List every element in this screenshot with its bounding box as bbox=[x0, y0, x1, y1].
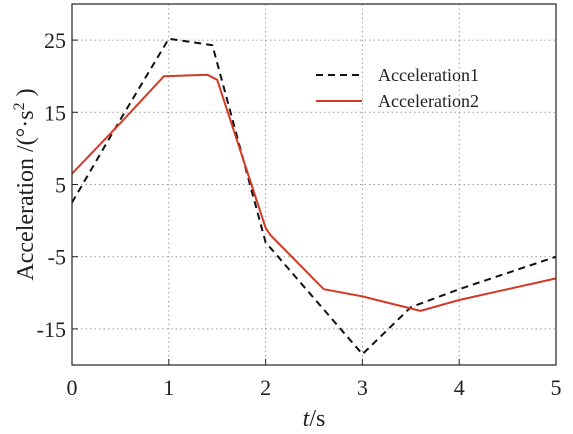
legend-label-1: Acceleration1 bbox=[378, 65, 479, 85]
x-axis-title: t/s bbox=[303, 406, 326, 432]
grid bbox=[72, 4, 556, 365]
y-axis-title: Acceleration /(°·s2 ) bbox=[11, 88, 39, 280]
y-tick-label: -5 bbox=[48, 245, 66, 270]
y-tick-label: 15 bbox=[44, 100, 66, 125]
y-tick-label: -15 bbox=[37, 317, 66, 342]
x-tick-label: 1 bbox=[163, 375, 174, 400]
series-layer bbox=[71, 37, 557, 356]
legend-label-2: Acceleration2 bbox=[378, 91, 479, 111]
x-tick-label: 4 bbox=[454, 375, 465, 400]
legend: Acceleration1 Acceleration2 bbox=[316, 65, 479, 111]
series-line-2 bbox=[71, 73, 557, 312]
x-tick-label: 2 bbox=[260, 375, 271, 400]
x-tick-label: 5 bbox=[551, 375, 562, 400]
y-tick-label: 5 bbox=[55, 173, 66, 198]
x-tick-label: 3 bbox=[357, 375, 368, 400]
y-tick-label: 25 bbox=[44, 28, 66, 53]
x-tick-label: 0 bbox=[67, 375, 78, 400]
series-line-1 bbox=[71, 37, 557, 356]
tick-labels: 0 1 2 3 4 5 25 15 5 -5 -15 bbox=[37, 28, 562, 400]
